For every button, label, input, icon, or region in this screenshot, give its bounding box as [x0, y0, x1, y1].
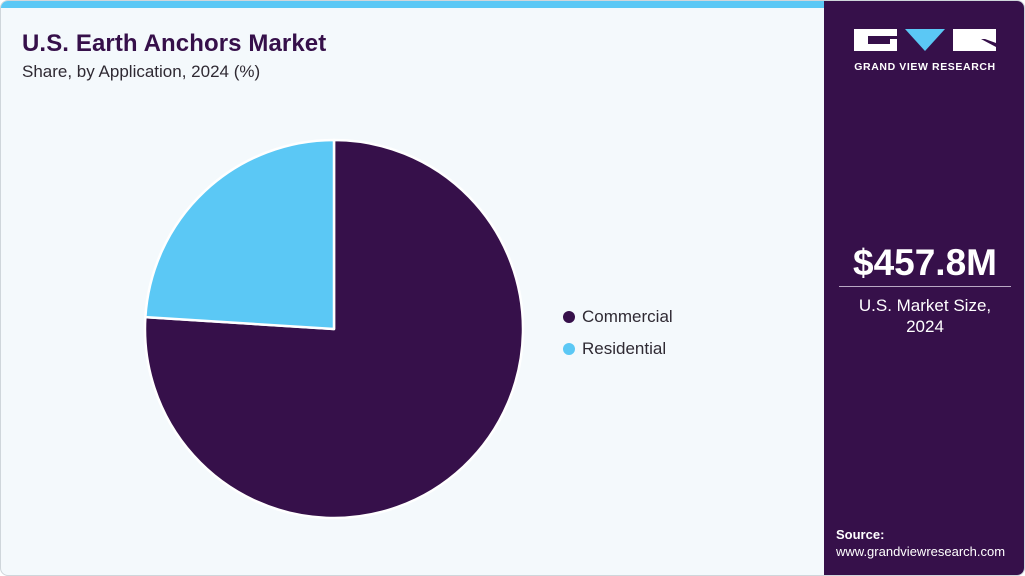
- side-panel: GRAND VIEW RESEARCH $457.8M U.S. Market …: [824, 1, 1024, 575]
- legend-dot-commercial-icon: [563, 311, 575, 323]
- source-url: www.grandviewresearch.com: [836, 544, 1006, 559]
- legend-dot-residential-icon: [563, 343, 575, 355]
- source-label: Source:: [836, 527, 885, 542]
- market-size-value: $457.8M: [853, 242, 997, 283]
- accent-bar: [1, 1, 824, 8]
- pie-slice-residential: [144, 138, 336, 331]
- grand-view-research-logo-icon: [854, 29, 996, 51]
- chart-title: U.S. Earth Anchors Market: [22, 30, 327, 57]
- market-size-label-line1: U.S. Market Size,: [858, 296, 992, 315]
- legend-label-residential: Residential: [582, 339, 667, 358]
- pie-chart: [143, 138, 525, 520]
- legend-label-commercial: Commercial: [582, 307, 673, 326]
- market-size-label: U.S. Market Size, 2024: [824, 295, 1024, 337]
- market-size-label-line2: 2024: [906, 317, 944, 336]
- legend: Commercial Residential: [563, 301, 673, 365]
- legend-item-residential: Residential: [563, 333, 673, 365]
- divider: [839, 286, 1011, 287]
- chart-subtitle: Share, by Application, 2024 (%): [22, 62, 261, 81]
- logo-text: GRAND VIEW RESEARCH: [854, 61, 996, 73]
- legend-item-commercial: Commercial: [563, 301, 673, 333]
